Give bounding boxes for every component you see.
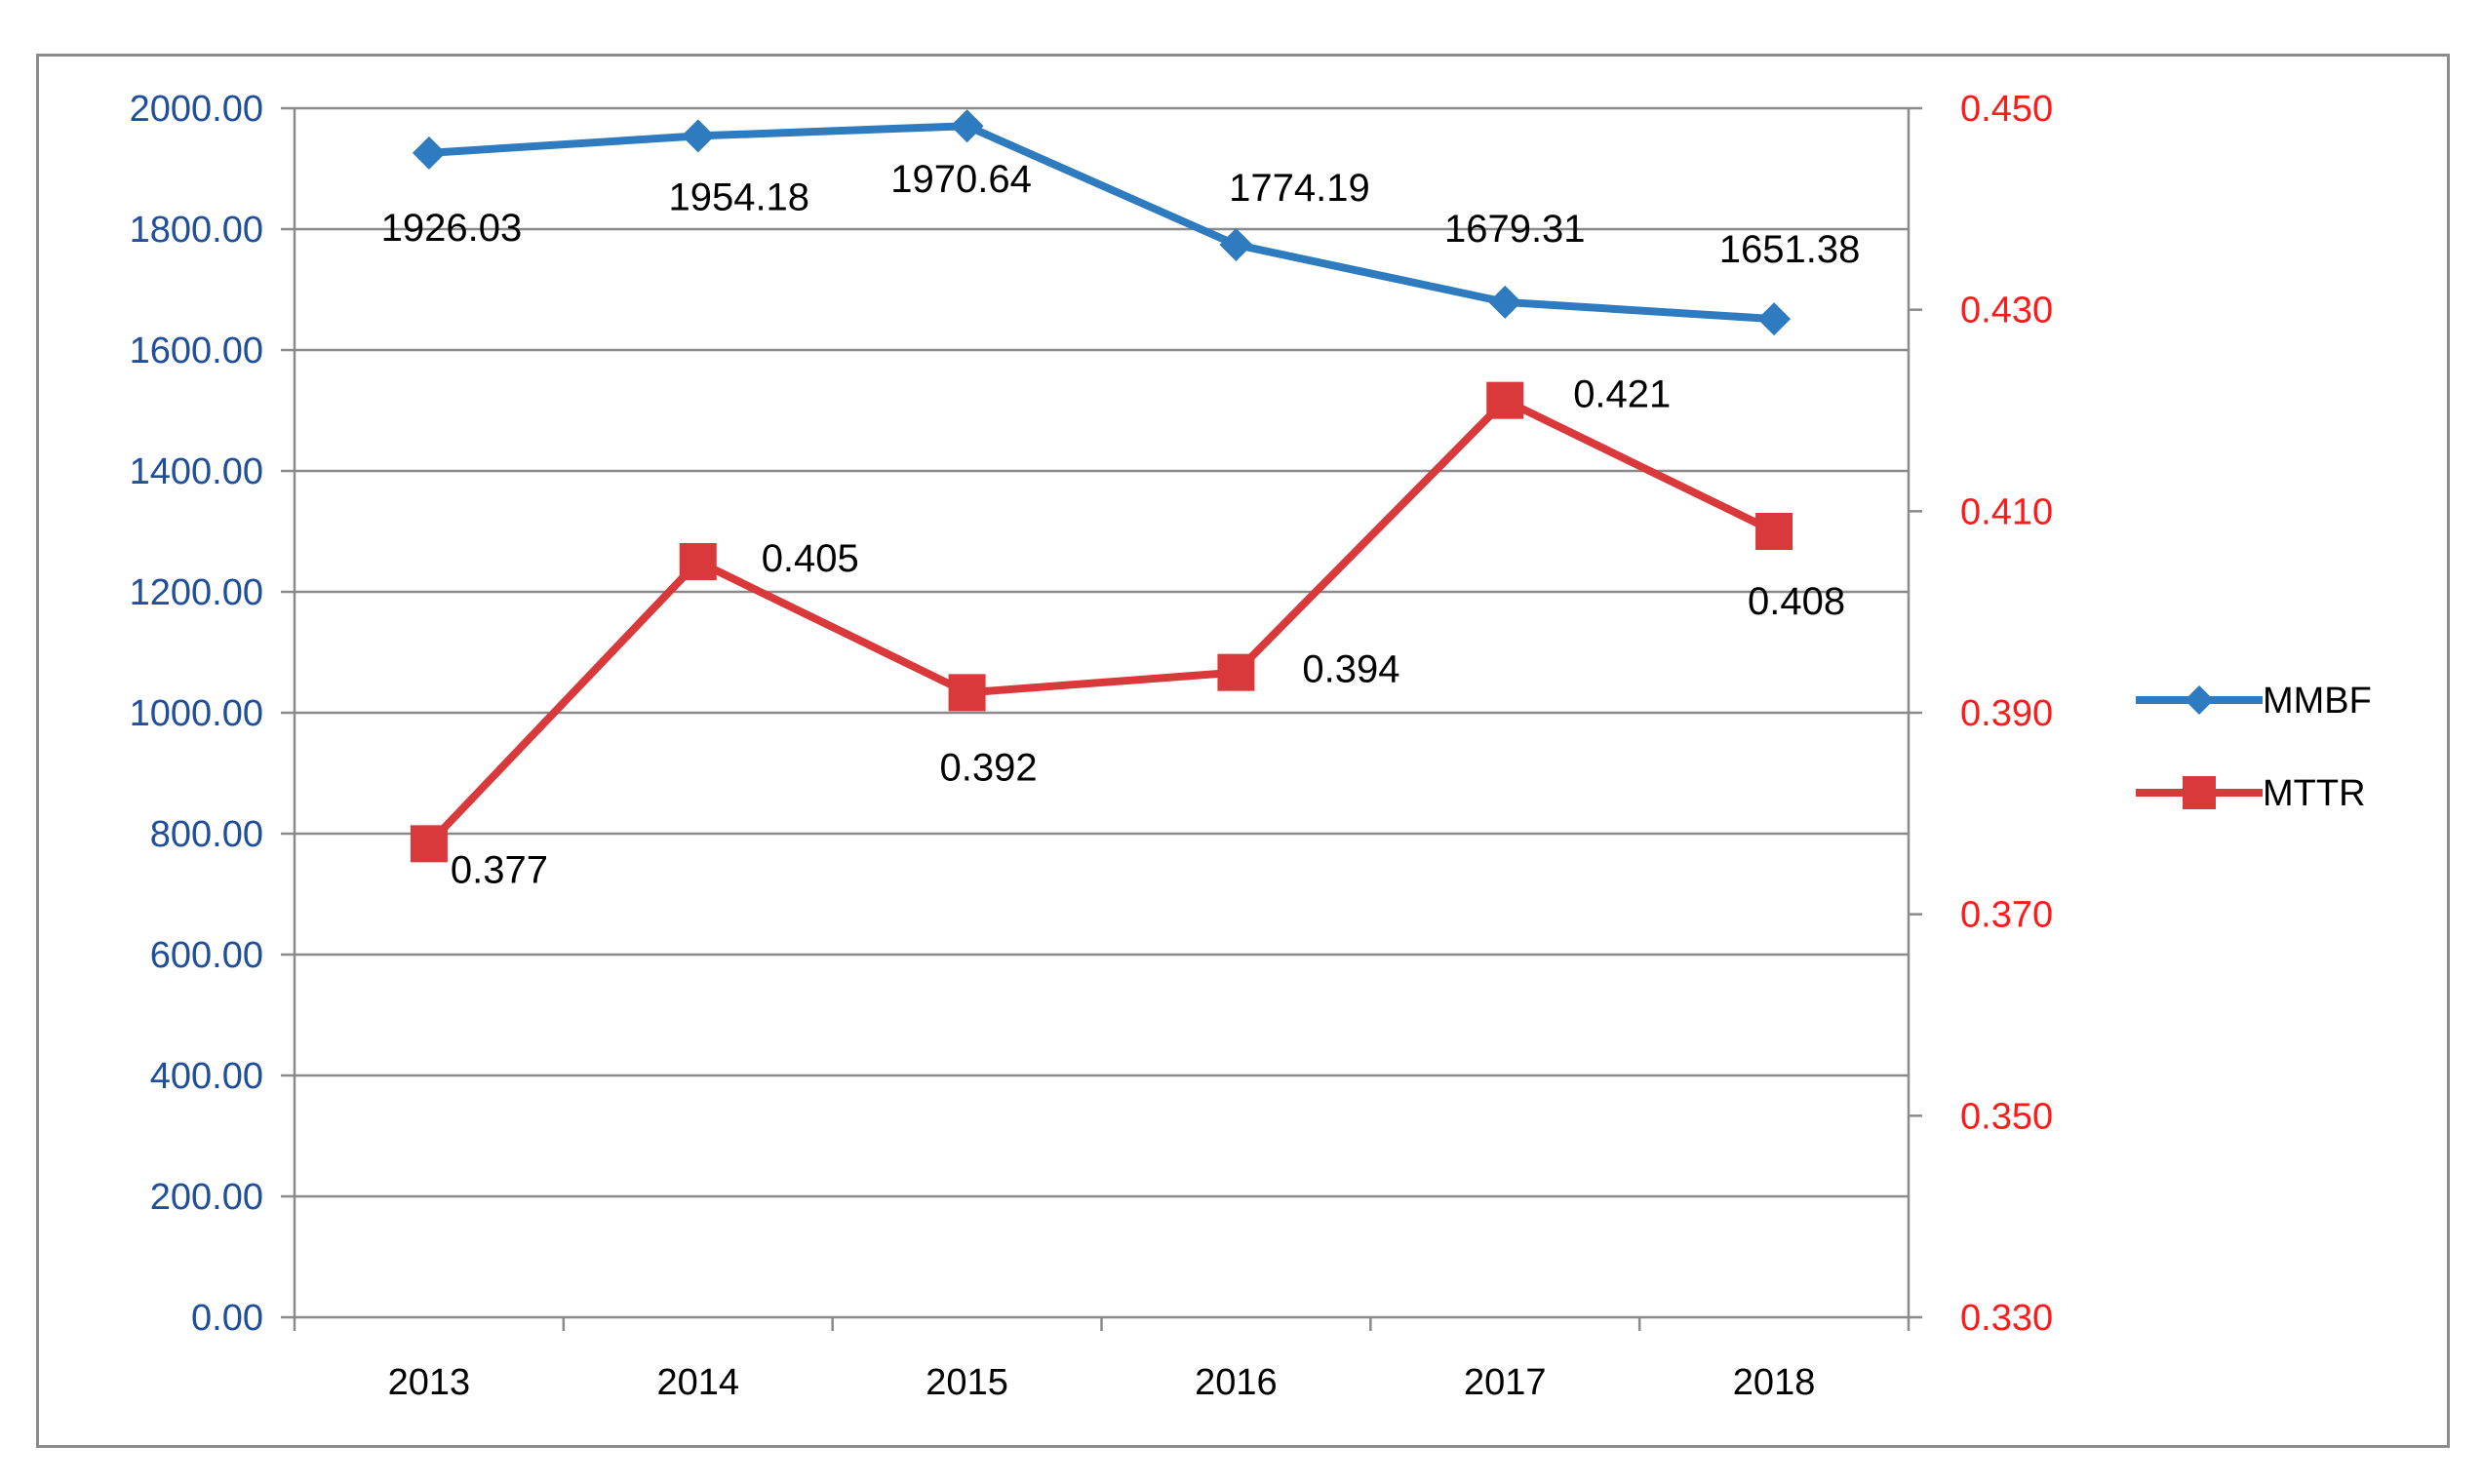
data-labels: 1926.03 1954.18 1970.64 1774.19 1679.31 1651.… xyxy=(381,158,1861,891)
data-point-mmbf xyxy=(1219,228,1253,262)
x-axis-tick-label: 2015 xyxy=(926,1362,1008,1403)
data-point-mttr xyxy=(679,543,717,580)
right-axis-tick-label: 0.430 xyxy=(1960,291,2053,332)
left-axis-tick-label: 400.00 xyxy=(150,1056,263,1097)
data-label-mmbf: 1774.19 xyxy=(1229,167,1370,210)
right-axis-tick-label: 0.450 xyxy=(1960,89,2053,130)
x-axis-tick-label: 2016 xyxy=(1195,1362,1278,1403)
data-label-mttr: 0.405 xyxy=(762,537,859,580)
left-axis-tick-label: 1000.00 xyxy=(130,693,263,734)
left-axis-tick-label: 1400.00 xyxy=(130,451,263,492)
data-point-mttr xyxy=(410,825,448,863)
left-axis-tick-label: 0.00 xyxy=(191,1298,263,1339)
gridlines xyxy=(295,106,1909,1198)
right-axis-tick-label: 0.410 xyxy=(1960,491,2053,532)
chart-frame xyxy=(36,54,2450,1448)
data-label-mmbf: 1954.18 xyxy=(668,176,809,218)
legend-marker-mmbf xyxy=(2185,685,2214,715)
legend-label-mmbf: MMBF xyxy=(2263,681,2372,722)
data-point-mmbf xyxy=(681,119,715,153)
series-line-mmbf xyxy=(428,122,1775,324)
x-axis-tick-label: 2017 xyxy=(1464,1362,1547,1403)
legend-label-mttr: MTTR xyxy=(2263,773,2366,814)
left-axis-tick-label: 600.00 xyxy=(150,935,263,976)
data-label-mmbf: 1970.64 xyxy=(890,158,1032,201)
left-axis-tick-label: 1200.00 xyxy=(130,572,263,613)
data-label-mttr: 0.394 xyxy=(1302,648,1399,691)
data-point-mttr xyxy=(1217,653,1255,691)
x-axis-tick-label: 2013 xyxy=(388,1362,471,1403)
data-point-mmbf xyxy=(412,136,446,170)
series-line-mttr xyxy=(426,396,1776,847)
left-axis-tick-label: 2000.00 xyxy=(130,89,263,130)
data-label-mmbf: 1926.03 xyxy=(381,207,523,250)
axes: 0.00 200.00 400.00 600.00 800.00 1000.00 1200.… xyxy=(130,89,2053,1403)
data-point-mttr xyxy=(1755,513,1793,550)
legend-marker-mttr xyxy=(2183,776,2216,809)
data-label-mmbf: 1679.31 xyxy=(1444,208,1586,251)
data-label-mttr: 0.421 xyxy=(1573,373,1671,416)
right-axis-tick-label: 0.390 xyxy=(1960,693,2053,734)
right-axis-tick-label: 0.370 xyxy=(1960,895,2053,936)
data-label-mttr: 0.408 xyxy=(1748,580,1845,623)
data-point-mmbf xyxy=(1757,302,1792,336)
right-axis-tick-label: 0.330 xyxy=(1960,1298,2053,1339)
legend: MMBF MTTR xyxy=(2136,681,2372,814)
data-point-mmbf xyxy=(1488,285,1522,319)
data-point-mmbf xyxy=(950,109,984,143)
right-axis-tick-label: 0.350 xyxy=(1960,1096,2053,1137)
left-axis-tick-label: 1800.00 xyxy=(130,210,263,251)
left-axis-tick-label: 200.00 xyxy=(150,1177,263,1218)
data-point-mttr xyxy=(948,674,986,712)
x-axis-tick-label: 2018 xyxy=(1733,1362,1816,1403)
data-point-mttr xyxy=(1486,381,1524,419)
data-label-mttr: 0.377 xyxy=(451,848,548,891)
x-axis-tick-label: 2014 xyxy=(656,1362,739,1403)
data-label-mttr: 0.392 xyxy=(940,746,1038,789)
left-axis-tick-label: 1600.00 xyxy=(130,331,263,371)
left-axis-tick-label: 800.00 xyxy=(150,814,263,855)
series xyxy=(410,109,1793,863)
data-label-mmbf: 1651.38 xyxy=(1719,228,1861,271)
